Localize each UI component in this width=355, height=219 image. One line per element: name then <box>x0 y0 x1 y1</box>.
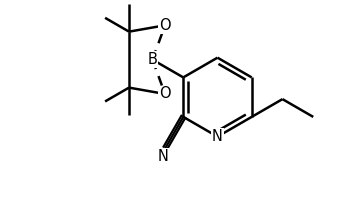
Text: N: N <box>212 129 223 144</box>
Text: N: N <box>158 149 169 164</box>
Text: O: O <box>159 87 171 101</box>
Text: O: O <box>159 18 171 33</box>
Text: B: B <box>148 52 157 67</box>
